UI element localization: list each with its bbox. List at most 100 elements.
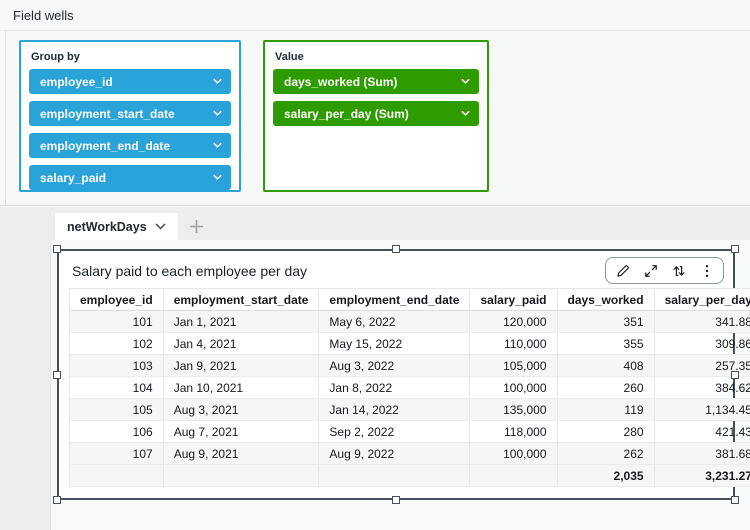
table-cell: Aug 9, 2021 <box>163 442 320 465</box>
group-by-pill-list: employee_id employment_start_date employme… <box>29 69 231 190</box>
table-cell: Aug 7, 2021 <box>163 420 320 443</box>
table-totals: 2,035 3,231.27 <box>69 464 750 487</box>
plus-icon <box>190 220 204 233</box>
total-cell <box>469 464 558 487</box>
table-cell: 102 <box>69 332 164 355</box>
table-cell: 118,000 <box>469 420 558 443</box>
table-row: 104 Jan 10, 2021 Jan 8, 2022 100,000 260 384.… <box>69 376 750 399</box>
refresh-arrows-icon[interactable] <box>671 263 686 278</box>
field-wells-header[interactable]: Field wells <box>0 0 750 31</box>
chevron-down-icon[interactable] <box>213 109 222 118</box>
sheet-tab-networkdays[interactable]: netWorkDays <box>55 213 178 240</box>
field-wells-content: Group by employee_id employment_start_dat… <box>5 31 750 205</box>
chevron-down-icon[interactable] <box>213 173 222 182</box>
total-cell: 3,231.27 <box>654 464 750 487</box>
field-wells-title: Field wells <box>13 7 74 23</box>
resize-handle-top-right[interactable] <box>731 245 739 253</box>
table-totals-row: 2,035 3,231.27 <box>69 464 750 487</box>
field-pill-label: employment_end_date <box>40 138 171 153</box>
table-cell: 384.62 <box>654 376 750 399</box>
table-cell: May 6, 2022 <box>318 310 471 333</box>
visual-toolbar <box>605 257 724 284</box>
table-header-row: employee_id employment_start_date employme… <box>69 288 750 311</box>
resize-handle-bottom-left[interactable] <box>53 496 61 504</box>
resize-handle-middle-right[interactable] <box>731 370 739 379</box>
chevron-down-icon[interactable] <box>461 77 470 86</box>
field-wells-panel: Field wells Group by employee_id employme… <box>0 0 750 206</box>
data-table: employee_id employment_start_date employme… <box>69 288 750 487</box>
table-visual[interactable]: Salary paid to each employee per day emp… <box>53 245 750 504</box>
table-cell: Jan 14, 2022 <box>318 398 471 421</box>
group-by-label: Group by <box>31 51 80 63</box>
field-pill[interactable]: salary_per_day (Sum) <box>273 101 479 126</box>
resize-handle-top-left[interactable] <box>53 245 61 253</box>
table-row: 101 Jan 1, 2021 May 6, 2022 120,000 351 341.8… <box>69 310 750 333</box>
total-cell <box>318 464 471 487</box>
resize-handle-bottom-right[interactable] <box>731 496 739 504</box>
field-pill[interactable]: employment_end_date <box>29 133 231 158</box>
table-cell: 280 <box>557 420 655 443</box>
table-cell: 262 <box>557 442 655 465</box>
table-cell: Jan 10, 2021 <box>163 376 320 399</box>
total-cell: 2,035 <box>557 464 655 487</box>
resize-handle-bottom-middle[interactable] <box>392 496 400 504</box>
add-sheet-button[interactable] <box>178 213 216 240</box>
table-cell: 105 <box>69 398 164 421</box>
visual-title: Salary paid to each employee per day <box>72 263 308 279</box>
column-header-salary_per_day[interactable]: salary_per_day <box>654 288 750 311</box>
column-header-salary_paid[interactable]: salary_paid <box>469 288 558 311</box>
table-cell: 101 <box>69 310 164 333</box>
group-by-well: Group by employee_id employment_start_dat… <box>19 40 241 192</box>
menu-kebab-icon[interactable] <box>699 263 714 278</box>
column-header-employment_start_date[interactable]: employment_start_date <box>163 288 320 311</box>
sheet-tab-label: netWorkDays <box>67 219 147 234</box>
table-cell: 381.68 <box>654 442 750 465</box>
table-cell: 421.43 <box>654 420 750 443</box>
chevron-down-icon[interactable] <box>461 109 470 118</box>
table-cell: 100,000 <box>469 442 558 465</box>
table-row: 107 Aug 9, 2021 Aug 9, 2022 100,000 262 381.6… <box>69 442 750 465</box>
table-cell: 355 <box>557 332 655 355</box>
chevron-down-icon[interactable] <box>213 141 222 150</box>
field-pill-label: employment_start_date <box>40 106 175 121</box>
column-header-employee_id[interactable]: employee_id <box>69 288 164 311</box>
table-row: 105 Aug 3, 2021 Jan 14, 2022 135,000 119 1,13… <box>69 398 750 421</box>
column-header-employment_end_date[interactable]: employment_end_date <box>318 288 471 311</box>
chevron-down-icon[interactable] <box>155 223 166 230</box>
total-cell <box>69 464 164 487</box>
table-cell: Aug 3, 2021 <box>163 398 320 421</box>
table-header: employee_id employment_start_date employme… <box>69 288 750 311</box>
table-cell: Aug 3, 2022 <box>318 354 471 377</box>
table-cell: 105,000 <box>469 354 558 377</box>
value-well: Value days_worked (Sum) salary_per_day (S… <box>263 40 489 192</box>
edit-icon[interactable] <box>615 263 630 278</box>
value-pill-list: days_worked (Sum) salary_per_day (Sum) <box>273 69 479 126</box>
maximize-icon[interactable] <box>643 263 658 278</box>
table-body: 101 Jan 1, 2021 May 6, 2022 120,000 351 341.8… <box>69 310 750 465</box>
field-pill-label: days_worked (Sum) <box>284 74 398 89</box>
column-header-days_worked[interactable]: days_worked <box>557 288 655 311</box>
table-cell: 119 <box>557 398 655 421</box>
resize-handle-top-middle[interactable] <box>392 245 400 253</box>
field-pill[interactable]: salary_paid <box>29 165 231 190</box>
table-cell: 103 <box>69 354 164 377</box>
table-cell: Jan 8, 2022 <box>318 376 471 399</box>
field-pill-label: salary_per_day (Sum) <box>284 106 409 121</box>
table-cell: Jan 1, 2021 <box>163 310 320 333</box>
table-row: 103 Jan 9, 2021 Aug 3, 2022 105,000 408 257.3… <box>69 354 750 377</box>
total-cell <box>163 464 320 487</box>
field-pill[interactable]: employee_id <box>29 69 231 94</box>
table-cell: 107 <box>69 442 164 465</box>
field-pill[interactable]: days_worked (Sum) <box>273 69 479 94</box>
table-cell: 120,000 <box>469 310 558 333</box>
field-pill[interactable]: employment_start_date <box>29 101 231 126</box>
value-label: Value <box>275 51 304 63</box>
table-cell: 106 <box>69 420 164 443</box>
table-cell: Jan 4, 2021 <box>163 332 320 355</box>
analysis-canvas: netWorkDays <box>0 207 750 530</box>
resize-handle-middle-left[interactable] <box>53 370 61 379</box>
table-cell: 260 <box>557 376 655 399</box>
table-cell: 100,000 <box>469 376 558 399</box>
table-cell: 408 <box>557 354 655 377</box>
chevron-down-icon[interactable] <box>213 77 222 86</box>
